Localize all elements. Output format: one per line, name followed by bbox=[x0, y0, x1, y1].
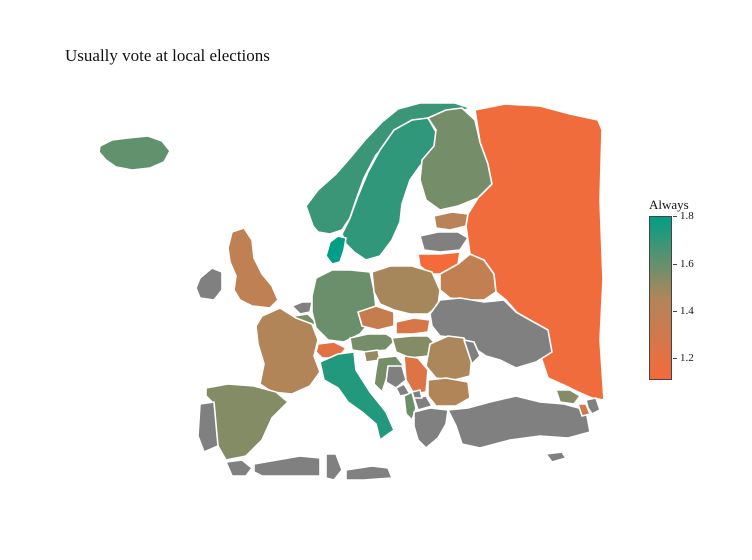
serbia-region[interactable]: Serbia bbox=[403, 355, 429, 395]
slovakia-region[interactable]: Slovakia bbox=[395, 317, 431, 335]
moldova-region[interactable]: Moldova bbox=[463, 339, 481, 365]
austria-region[interactable]: Austria bbox=[349, 333, 397, 353]
bulgaria-region[interactable]: Bulgaria bbox=[427, 377, 471, 407]
latvia-region[interactable]: Latvia bbox=[419, 231, 469, 253]
georgia-region[interactable]: Georgia bbox=[555, 389, 581, 405]
legend-tick: 1.2 bbox=[673, 352, 694, 364]
netherlands-region[interactable]: Netherlands bbox=[291, 301, 313, 315]
bosnia-and-herzegovina-region[interactable]: Bosnia and Herzegovina bbox=[385, 365, 407, 389]
ireland-region[interactable]: Ireland bbox=[195, 267, 223, 301]
united-kingdom-region[interactable]: United Kingdom bbox=[227, 227, 279, 309]
azerbaijan-region[interactable]: Azerbaijan bbox=[585, 397, 601, 415]
kosovo-region[interactable]: Kosovo bbox=[411, 389, 423, 399]
map-title: Usually vote at local elections bbox=[65, 46, 270, 65]
portugal-region[interactable]: Portugal bbox=[197, 401, 219, 453]
greece-region[interactable]: Greece bbox=[413, 407, 449, 449]
cyprus-region[interactable]: Cyprus bbox=[545, 451, 567, 463]
spain-region[interactable]: Spain bbox=[205, 383, 289, 461]
algeria-region[interactable]: Algeria bbox=[253, 455, 321, 477]
czechia-region[interactable]: Czechia bbox=[357, 305, 395, 331]
germany-region[interactable]: Germany bbox=[311, 269, 377, 343]
legend-tick: 1.4 bbox=[673, 305, 694, 317]
iceland-region[interactable]: Iceland bbox=[98, 135, 171, 171]
legend-color-bar bbox=[649, 216, 672, 380]
libya-region[interactable]: Libya bbox=[345, 465, 393, 481]
estonia-region[interactable]: Estonia bbox=[433, 211, 469, 231]
morocco-region[interactable]: Morocco bbox=[225, 459, 253, 477]
france-region[interactable]: France bbox=[255, 307, 321, 395]
legend-tick: 1.6 bbox=[673, 258, 694, 270]
romania-region[interactable]: Romania bbox=[425, 335, 473, 381]
color-legend: Always 1.8 1.6 1.4 1.2 bbox=[646, 197, 726, 397]
tunisia-region[interactable]: Tunisia bbox=[325, 453, 343, 481]
legend-title: Always bbox=[649, 197, 689, 212]
russia-region[interactable]: Russia bbox=[465, 103, 605, 401]
denmark-region[interactable]: Denmark bbox=[325, 235, 347, 265]
italy-region[interactable]: Italy bbox=[319, 351, 395, 441]
legend-tick: 1.8 bbox=[673, 210, 694, 222]
poland-region[interactable]: Poland bbox=[371, 265, 441, 315]
turkey-region[interactable]: Turkey bbox=[447, 395, 591, 449]
finland-region[interactable]: Finland bbox=[419, 107, 493, 211]
